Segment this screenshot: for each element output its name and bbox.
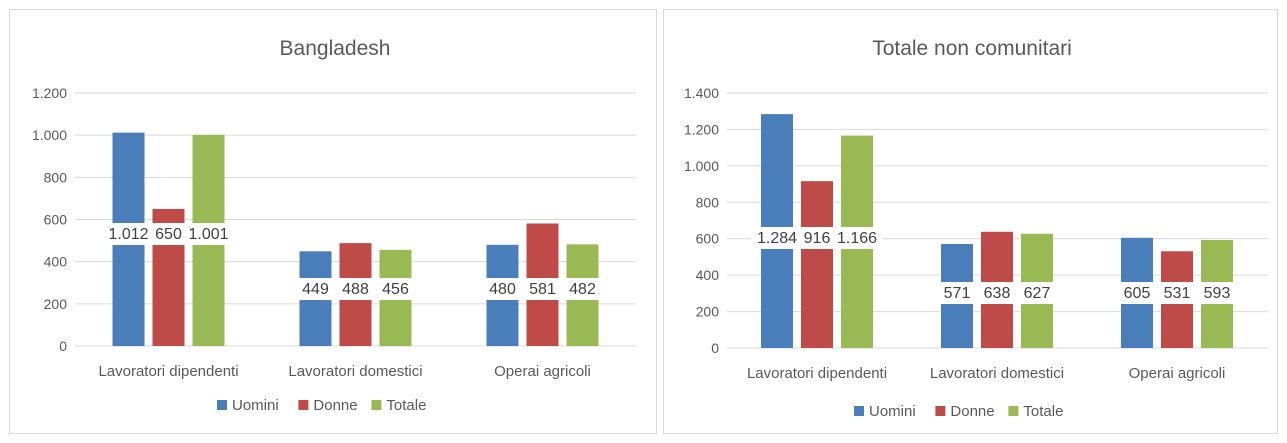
data-label-uomini-lavoratori-domestici: 449 xyxy=(302,281,329,298)
legend-swatch-totale xyxy=(1008,406,1019,416)
data-label-uomini-lavoratori-dipendenti: 1.012 xyxy=(108,226,148,243)
data-label-bg xyxy=(379,278,412,300)
data-label-donne-operai-agricoli: 531 xyxy=(1164,285,1191,302)
data-label-bg xyxy=(299,278,332,300)
x-category-label: Lavoratori domestici xyxy=(288,363,422,380)
data-label-totale-lavoratori-domestici: 627 xyxy=(1024,285,1051,302)
chart-totale-non-comunitari: Totale non comunitari 0 200 400 600 800 1.000 1… xyxy=(684,37,1268,420)
legend-swatch-uomini xyxy=(217,400,227,410)
data-label-donne-lavoratori-dipendenti: 650 xyxy=(155,226,182,243)
data-label-uomini-lavoratori-dipendenti: 1.284 xyxy=(757,230,797,247)
legend-label-uomini: Uomini xyxy=(232,397,279,414)
x-category-label: Lavoratori dipendenti xyxy=(98,363,238,380)
data-label-bg xyxy=(831,227,883,249)
y-tick-label: 1.200 xyxy=(32,85,67,101)
y-tick-label: 1.200 xyxy=(684,121,719,137)
y-tick-label: 1.000 xyxy=(684,158,719,174)
y-tick-label: 0 xyxy=(711,340,719,356)
y-tick-label: 800 xyxy=(44,169,68,185)
data-label-bg xyxy=(1120,282,1154,304)
data-label-bg xyxy=(1200,282,1234,304)
data-label-totale-lavoratori-domestici: 456 xyxy=(382,281,409,298)
data-label-uomini-operai-agricoli: 480 xyxy=(489,281,516,298)
data-label-bg xyxy=(183,223,234,245)
data-label-donne-operai-agricoli: 581 xyxy=(529,281,556,298)
y-tick-label: 200 xyxy=(44,296,68,312)
legend-label-uomini: Uomini xyxy=(869,403,916,420)
data-label-bg xyxy=(566,278,599,300)
legend-swatch-uomini xyxy=(854,406,864,416)
data-label-bg xyxy=(980,282,1014,304)
y-tick-label: 1.400 xyxy=(684,85,719,101)
x-category-label: Lavoratori dipendenti xyxy=(747,365,887,382)
legend-swatch-donne xyxy=(935,406,946,416)
x-category-label: Operai agricoli xyxy=(1129,365,1226,382)
data-label-totale-lavoratori-dipendenti: 1.001 xyxy=(188,226,228,243)
data-label-bg xyxy=(103,223,154,245)
data-label-bg xyxy=(1020,282,1054,304)
data-label-uomini-lavoratori-domestici: 571 xyxy=(944,285,971,302)
data-label-donne-lavoratori-domestici: 488 xyxy=(342,281,369,298)
data-label-totale-lavoratori-dipendenti: 1.166 xyxy=(837,230,877,247)
data-label-donne-lavoratori-domestici: 638 xyxy=(984,285,1011,302)
data-label-bg xyxy=(800,227,834,249)
x-category-label: Operai agricoli xyxy=(494,363,591,380)
data-label-bg xyxy=(751,227,803,249)
data-label-donne-lavoratori-dipendenti: 916 xyxy=(804,230,831,247)
data-label-bg xyxy=(486,278,519,300)
x-category-label: Lavoratori domestici xyxy=(930,365,1064,382)
legend-label-donne: Donne xyxy=(950,403,994,420)
data-label-bg xyxy=(1160,282,1194,304)
legend-label-totale: Totale xyxy=(386,397,426,414)
data-label-bg xyxy=(526,278,559,300)
y-tick-label: 200 xyxy=(696,304,720,320)
chart-title: Bangladesh xyxy=(280,37,391,60)
bar-donne-lavoratori-dipendenti xyxy=(801,181,833,348)
y-tick-label: 400 xyxy=(696,267,720,283)
data-label-totale-operai-agricoli: 593 xyxy=(1204,285,1231,302)
legend-swatch-totale xyxy=(371,400,382,410)
data-label-bg xyxy=(940,282,974,304)
y-tick-label: 600 xyxy=(44,212,68,228)
data-label-totale-operai-agricoli: 482 xyxy=(569,281,596,298)
legend-swatch-donne xyxy=(298,400,309,410)
y-tick-label: 600 xyxy=(696,231,720,247)
chart-bangladesh: Bangladesh 0 200 400 600 800 1.000 1.200 1.012 65… xyxy=(32,37,636,414)
chart-title: Totale non comunitari xyxy=(872,37,1072,60)
legend-label-donne: Donne xyxy=(313,397,357,414)
y-tick-label: 1.000 xyxy=(32,127,67,143)
y-tick-label: 800 xyxy=(696,194,720,210)
chart-panel-totale-non-comunitari: Totale non comunitari 0 200 400 600 800 1.000 1… xyxy=(663,9,1278,434)
data-label-uomini-operai-agricoli: 605 xyxy=(1124,285,1151,302)
chart-panel-bangladesh: Bangladesh 0 200 400 600 800 1.000 1.200 1.012 65… xyxy=(9,9,657,434)
y-tick-label: 0 xyxy=(59,338,67,354)
data-label-bg xyxy=(152,223,185,245)
data-label-bg xyxy=(339,278,372,300)
y-tick-label: 400 xyxy=(44,254,68,270)
legend-label-totale: Totale xyxy=(1023,403,1063,420)
